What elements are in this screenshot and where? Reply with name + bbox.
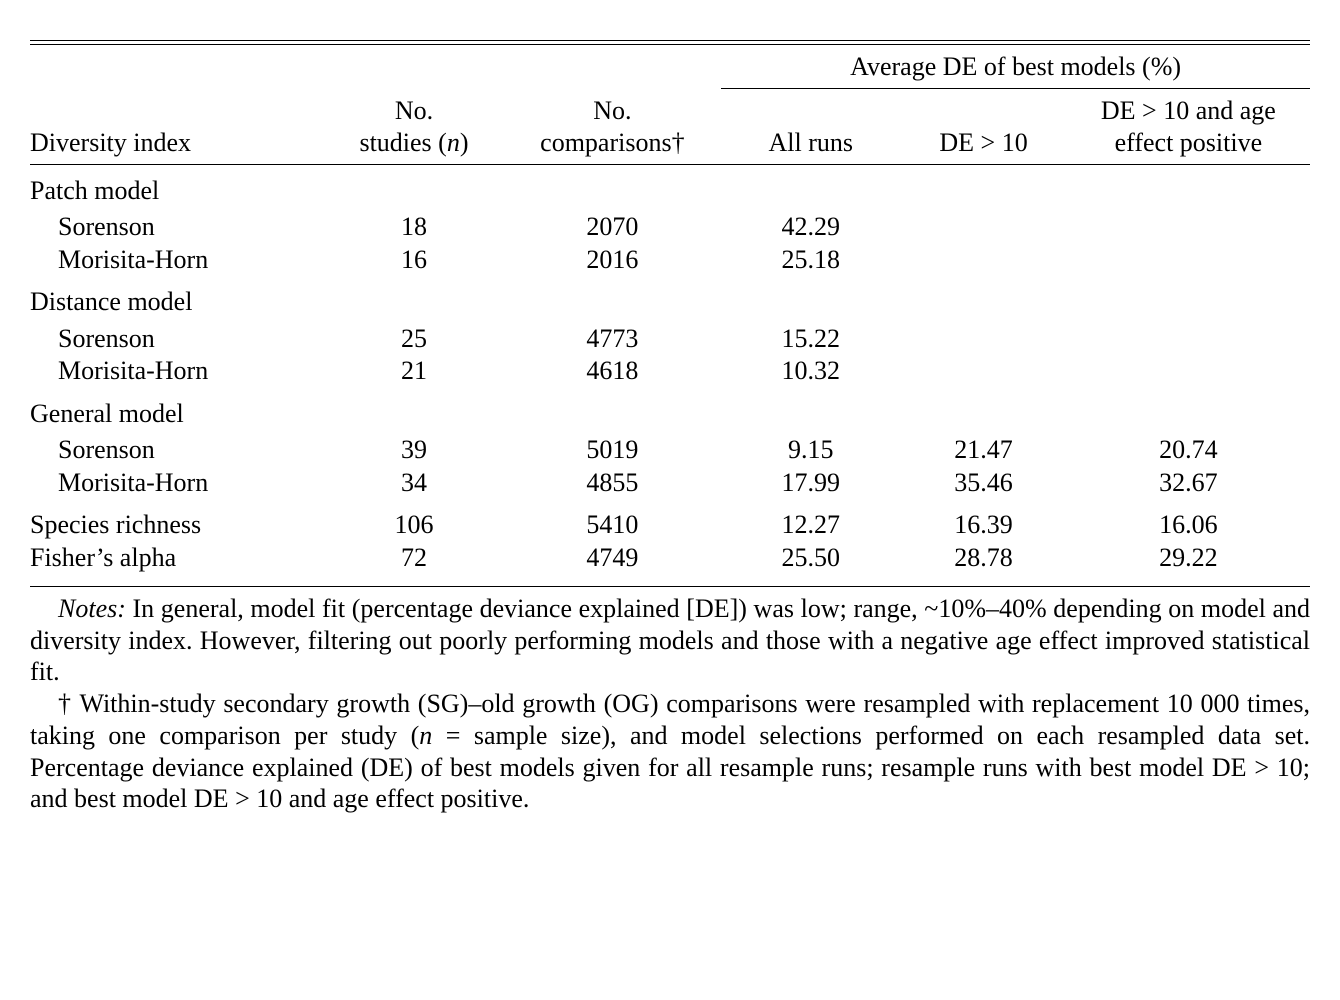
cell-n: 18 [324,211,503,244]
cell-de10: 21.47 [900,434,1066,467]
text: ) [460,128,469,157]
cell-comp: 5410 [504,499,722,542]
cell-all: 25.50 [721,542,900,581]
cell-all: 9.15 [721,434,900,467]
cell-comp: 4855 [504,467,722,500]
table-row: Morisita-Horn34485517.9935.4632.67 [30,467,1310,500]
table-row: Morisita-Horn21461810.32 [30,355,1310,388]
cell-n: 106 [324,499,503,542]
text: effect positive [1115,128,1263,157]
cell-comp: 2016 [504,244,722,277]
col-header-comparisons: No. comparisons† [504,88,722,164]
cell-pos [1067,244,1310,277]
notes-label: Notes: [58,594,126,623]
cell-all: 25.18 [721,244,900,277]
cell-pos: 32.67 [1067,467,1310,500]
cell-comp: 2070 [504,211,722,244]
cell-de10 [900,323,1066,356]
section-title: Patch model [30,164,1310,211]
section-title: General model [30,388,1310,435]
notes-paragraph: Notes: In general, model fit (percentage… [30,593,1310,688]
cell-de10: 28.78 [900,542,1066,581]
row-label: Morisita-Horn [30,244,324,277]
cell-de10: 16.39 [900,499,1066,542]
cell-n: 25 [324,323,503,356]
cell-all: 42.29 [721,211,900,244]
row-label: Species richness [30,499,324,542]
table-row: Sorenson25477315.22 [30,323,1310,356]
cell-comp: 4618 [504,355,722,388]
cell-pos [1067,323,1310,356]
cell-all: 17.99 [721,467,900,500]
cell-pos: 29.22 [1067,542,1310,581]
text: studies ( [359,128,446,157]
cell-de10 [900,211,1066,244]
col-header-diversity: Diversity index [30,88,324,164]
cell-n: 39 [324,434,503,467]
cell-de10 [900,244,1066,277]
cell-comp: 4749 [504,542,722,581]
row-label: Morisita-Horn [30,355,324,388]
col-header-allruns: All runs [721,88,900,164]
cell-n: 72 [324,542,503,581]
row-label: Sorenson [30,323,324,356]
cell-all: 15.22 [721,323,900,356]
cell-n: 34 [324,467,503,500]
cell-de10: 35.46 [900,467,1066,500]
text: No. [395,96,433,125]
cell-pos [1067,211,1310,244]
cell-pos [1067,355,1310,388]
data-table: Average DE of best models (%) Diversity … [30,40,1310,580]
col-header-de10: DE > 10 [900,88,1066,164]
table-row: Species richness106541012.2716.3916.06 [30,499,1310,542]
table-row: Sorenson3950199.1521.4720.74 [30,434,1310,467]
notes-text: In general, model fit (percentage devian… [30,594,1310,686]
col-header-studies: No. studies (n) [324,88,503,164]
text: comparisons† [540,128,684,157]
col-header-de10pos: DE > 10 and age effect positive [1067,88,1310,164]
row-label: Sorenson [30,211,324,244]
table-row: Sorenson18207042.29 [30,211,1310,244]
cell-comp: 5019 [504,434,722,467]
row-label: Fisher’s alpha [30,542,324,581]
notes-paragraph: † Within-study secondary growth (SG)–old… [30,688,1310,815]
table-notes: Notes: In general, model fit (percentage… [30,586,1310,815]
row-label: Sorenson [30,434,324,467]
section-title: Distance model [30,276,1310,323]
row-label: Morisita-Horn [30,467,324,500]
text: DE > 10 and age [1101,96,1276,125]
cell-all: 12.27 [721,499,900,542]
table-figure: { "table": { "spanner": "Average DE of b… [0,0,1340,845]
table-row: Morisita-Horn16201625.18 [30,244,1310,277]
text: No. [593,96,631,125]
cell-n: 21 [324,355,503,388]
spanner-header: Average DE of best models (%) [721,45,1310,88]
cell-pos: 20.74 [1067,434,1310,467]
table-row: Fisher’s alpha72474925.5028.7829.22 [30,542,1310,581]
cell-all: 10.32 [721,355,900,388]
cell-pos: 16.06 [1067,499,1310,542]
cell-n: 16 [324,244,503,277]
cell-comp: 4773 [504,323,722,356]
notes-text: n [419,721,432,750]
text: n [447,128,460,157]
cell-de10 [900,355,1066,388]
